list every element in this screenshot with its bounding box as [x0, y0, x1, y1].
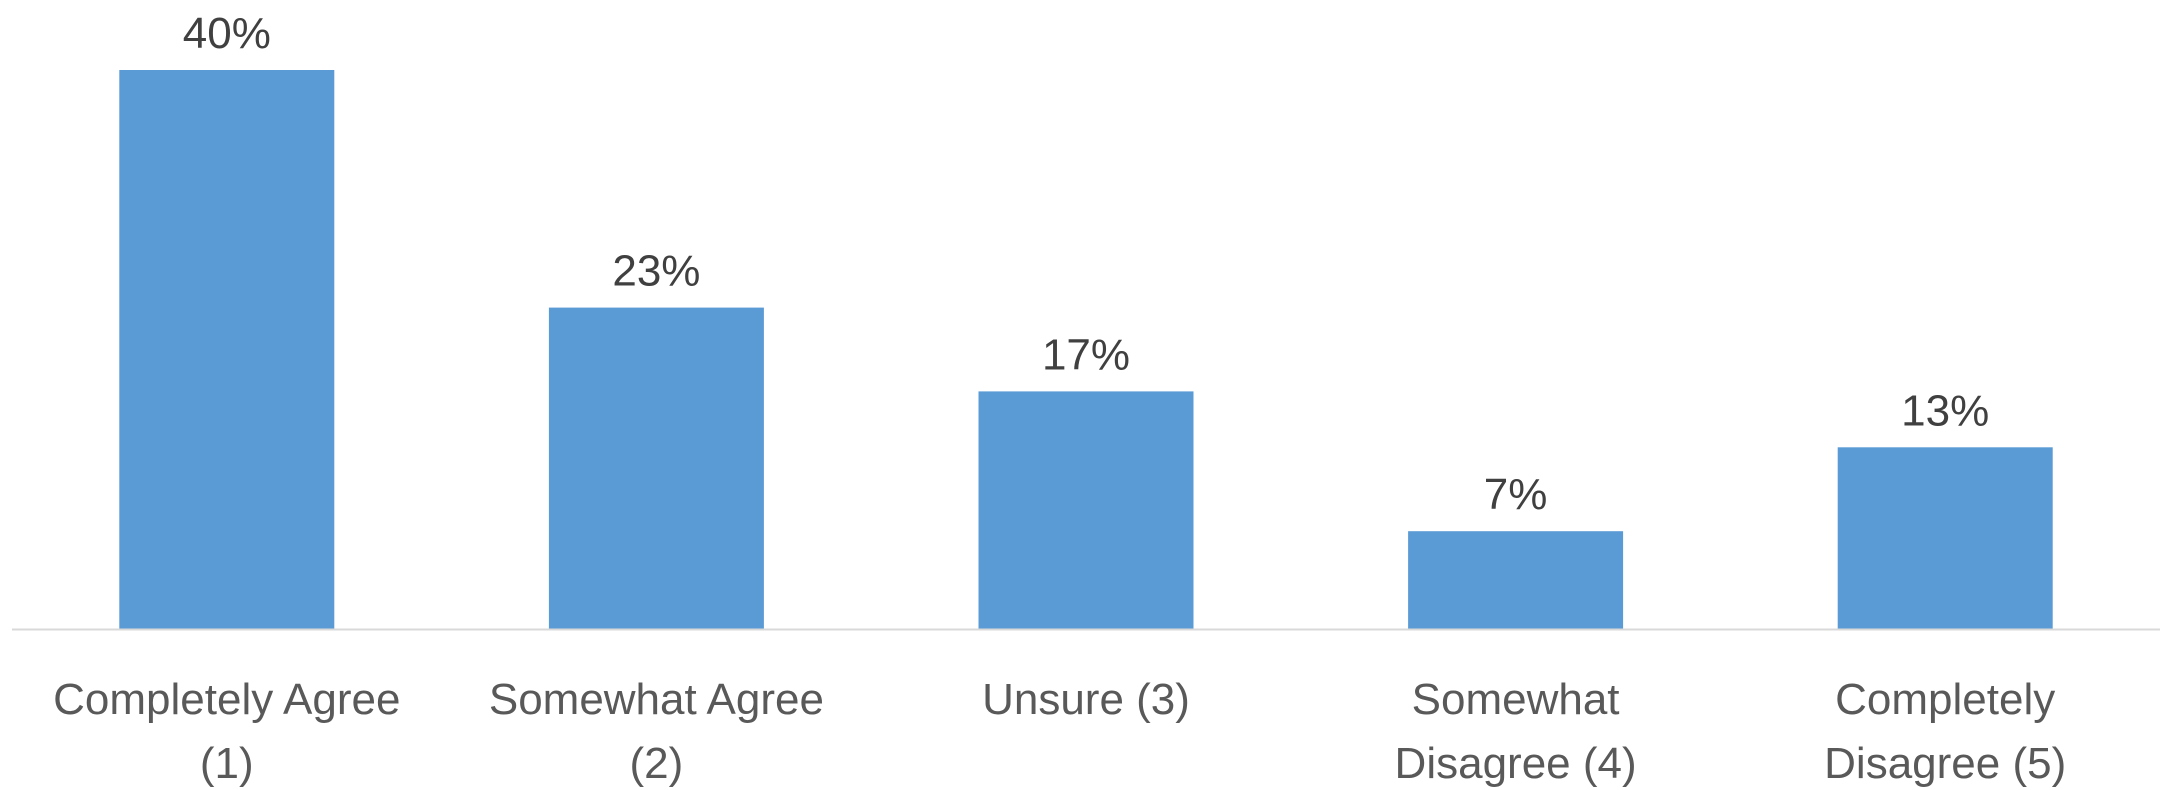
category-label-1: Completely Agree (1) [53, 675, 400, 788]
bar-2 [548, 307, 764, 629]
category-label-line: (2) [630, 739, 684, 788]
bar-5 [1837, 447, 2053, 629]
bars-group [119, 70, 2053, 629]
category-label-line: (1) [200, 739, 254, 788]
data-label-4: 7% [1484, 470, 1548, 519]
category-label-3: Unsure (3) [982, 675, 1190, 724]
data-label-5: 13% [1901, 386, 1989, 435]
bar-4 [1408, 531, 1624, 629]
category-label-line: Disagree (4) [1395, 739, 1637, 788]
data-label-3: 17% [1042, 330, 1130, 379]
bar-3 [978, 391, 1194, 629]
category-label-line: Completely [1835, 675, 2055, 724]
category-label-line: Completely Agree [53, 675, 400, 724]
category-label-line: Disagree (5) [1824, 739, 2066, 788]
category-label-5: Completely Disagree (5) [1824, 675, 2066, 788]
data-label-2: 23% [612, 247, 700, 296]
data-label-1: 40% [183, 9, 271, 58]
category-label-4: Somewhat Disagree (4) [1395, 675, 1637, 788]
category-label-line: Somewhat [1412, 675, 1620, 724]
category-label-line: Somewhat Agree [489, 675, 824, 724]
category-labels-group: Completely Agree (1) Somewhat Agree (2) Unsu… [53, 675, 2066, 788]
category-label-2: Somewhat Agree (2) [489, 675, 824, 788]
category-label-line: Unsure (3) [982, 675, 1190, 724]
data-labels-group: 40% 23% 17% 7% 13% [183, 9, 1989, 519]
bar-1 [119, 70, 335, 629]
